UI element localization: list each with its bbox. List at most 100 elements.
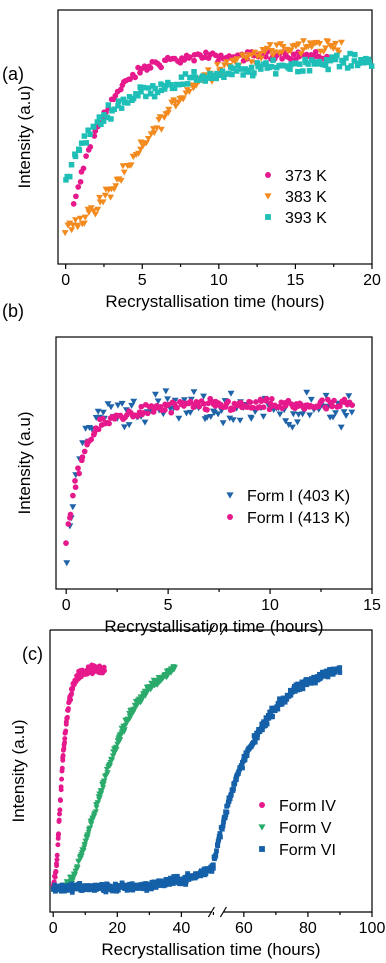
- data-point: [217, 831, 223, 836]
- data-point: [308, 57, 315, 63]
- data-point: [78, 853, 85, 859]
- x-tick-label: 80: [299, 920, 317, 937]
- data-point: [358, 57, 364, 63]
- legend-marker: [258, 824, 266, 831]
- x-tick-label: 5: [138, 272, 147, 289]
- data-point: [331, 397, 337, 404]
- data-point: [343, 55, 349, 61]
- data-point: [70, 201, 77, 207]
- data-point: [79, 440, 86, 447]
- legend-marker: [265, 172, 271, 178]
- data-point: [165, 106, 173, 113]
- data-point: [365, 56, 372, 63]
- data-point: [81, 845, 88, 851]
- data-point: [231, 786, 236, 792]
- data-point: [61, 745, 67, 751]
- data-point: [329, 402, 336, 409]
- data-point: [77, 881, 83, 886]
- data-point: [126, 94, 133, 100]
- data-point: [92, 809, 99, 815]
- data-point: [162, 407, 168, 413]
- data-point: [348, 63, 354, 69]
- axis-break-mark-bottom-a: [207, 906, 215, 918]
- data-point: [68, 697, 73, 703]
- legend-marker: [265, 214, 271, 220]
- data-point: [207, 70, 213, 77]
- data-point: [175, 415, 183, 422]
- data-point: [176, 877, 181, 883]
- data-point: [82, 838, 89, 845]
- data-point: [137, 146, 144, 153]
- data-point: [115, 887, 121, 893]
- data-point: [245, 69, 252, 75]
- data-point: [177, 59, 184, 66]
- legend-label: 373 K: [285, 168, 327, 185]
- data-point: [348, 409, 356, 416]
- data-point: [105, 102, 112, 108]
- data-point: [230, 65, 237, 72]
- data-point: [111, 106, 117, 112]
- data-point: [102, 668, 107, 674]
- data-point: [147, 65, 154, 71]
- data-point: [69, 889, 75, 895]
- data-point: [225, 802, 231, 808]
- data-point: [226, 415, 234, 422]
- data-point: [118, 400, 126, 407]
- data-point: [74, 224, 82, 231]
- series-383-k: [61, 38, 345, 237]
- data-point: [79, 454, 86, 460]
- data-point: [261, 49, 269, 56]
- chart-panel-1: 0 5 10 15 20 Recrystallisation time (hours) In…: [2, 9, 381, 311]
- data-point: [218, 834, 223, 840]
- data-point: [203, 871, 209, 877]
- data-point: [176, 81, 182, 88]
- x-axis-label: Recrystallisation time (hours): [101, 940, 320, 959]
- data-point: [213, 852, 219, 858]
- data-point: [83, 153, 89, 159]
- data-point: [114, 402, 122, 409]
- data-point: [135, 93, 141, 99]
- data-point: [161, 86, 168, 92]
- legend-marker: [264, 193, 272, 200]
- data-point: [95, 426, 102, 433]
- data-point: [217, 72, 223, 79]
- data-point: [199, 73, 206, 79]
- data-point: [183, 878, 189, 883]
- x-tick-label: 15: [287, 272, 305, 289]
- axis-frame: [49, 629, 373, 913]
- data-point: [247, 415, 255, 422]
- data-point: [87, 825, 94, 831]
- data-point: [171, 664, 178, 670]
- data-point: [99, 415, 106, 422]
- data-point: [222, 815, 228, 821]
- data-point: [322, 45, 329, 52]
- data-point: [104, 401, 112, 408]
- data-point: [135, 150, 142, 157]
- data-point: [300, 68, 306, 74]
- data-point: [87, 131, 93, 137]
- data-point: [81, 133, 88, 139]
- panel-label: (a): [2, 64, 24, 84]
- data-point: [128, 402, 136, 409]
- data-point: [101, 112, 107, 118]
- y-axis-label: Intensity (a.u): [9, 720, 28, 823]
- data-point: [287, 55, 294, 62]
- data-point: [127, 162, 135, 169]
- legend-marker: [259, 846, 265, 852]
- data-point: [319, 397, 325, 404]
- data-point: [175, 99, 183, 106]
- data-point: [152, 391, 159, 398]
- data-point: [140, 84, 147, 91]
- data-point: [288, 692, 294, 698]
- panel-label: (c): [22, 644, 43, 664]
- data-point: [108, 116, 114, 122]
- data-point: [250, 404, 256, 411]
- data-point: [191, 57, 197, 64]
- data-point: [332, 40, 339, 47]
- data-point: [165, 79, 171, 86]
- data-point: [76, 215, 84, 222]
- data-point: [248, 52, 256, 59]
- data-point: [189, 74, 195, 81]
- data-point: [119, 880, 125, 886]
